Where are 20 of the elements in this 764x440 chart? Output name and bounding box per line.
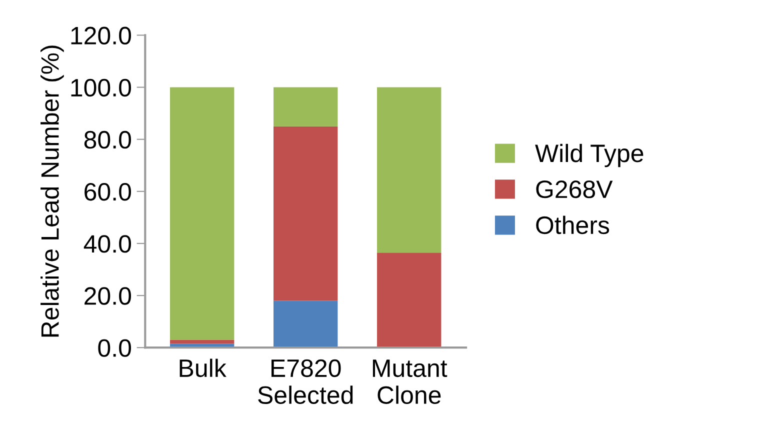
y-tick-label: 100.0 <box>71 78 131 97</box>
y-tick-label: 40.0 <box>84 235 131 253</box>
y-tick-label: 80.0 <box>84 130 131 149</box>
bar <box>170 87 234 340</box>
bar <box>377 87 442 253</box>
x-tick-label: Bulk <box>180 358 226 378</box>
y-tick-label: 0.0 <box>98 339 131 357</box>
bar <box>274 126 338 301</box>
y-tick-label: 60.0 <box>84 183 131 201</box>
x-tick-label: Mutant Clone <box>372 360 448 404</box>
legend-label: G268V <box>536 180 613 198</box>
bar <box>377 252 442 348</box>
legend-label: Others <box>536 216 610 234</box>
y-axis-title: Relative Lead Number (%) <box>40 46 64 337</box>
bar <box>274 300 338 348</box>
y-tick-label: 20.0 <box>84 287 131 305</box>
legend-label: Wild Type <box>535 144 644 168</box>
y-tick-label: 120.0 <box>71 26 131 45</box>
x-tick-label: E7820 Selected <box>258 359 353 404</box>
bar <box>274 87 338 126</box>
